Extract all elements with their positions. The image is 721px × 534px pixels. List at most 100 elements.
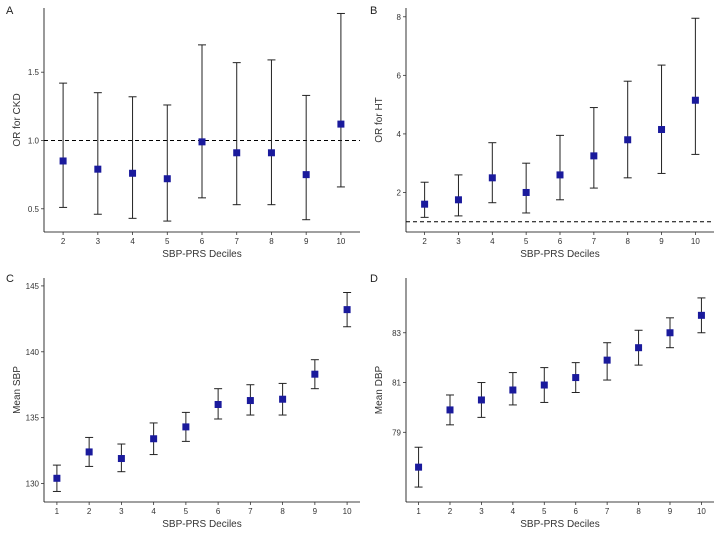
x-tick-label: 9 [304, 237, 309, 246]
data-point [488, 174, 496, 182]
panel-letter: A [6, 5, 14, 17]
data-point [509, 386, 517, 394]
data-point [590, 152, 598, 160]
y-tick-label: 130 [26, 480, 40, 489]
y-tick-label: 83 [392, 329, 401, 338]
x-tick-label: 8 [636, 507, 641, 516]
y-tick-label: 140 [26, 348, 40, 357]
y-tick-label: 0.5 [28, 205, 40, 214]
x-tick-label: 9 [668, 507, 673, 516]
data-point [477, 396, 485, 404]
x-tick-label: 5 [524, 237, 529, 246]
data-point [94, 165, 102, 173]
data-point [182, 423, 190, 431]
panel-c: C 130 135 140 145 1 2 3 4 5 6 7 8 9 10 SBP-PRS Deciles M… [6, 273, 360, 530]
data-point [697, 311, 705, 319]
data-point [635, 344, 643, 352]
x-tick-label: 3 [96, 237, 101, 246]
data-point [279, 395, 287, 403]
y-axis-title: OR for CKD [12, 93, 23, 146]
data-point [415, 463, 423, 471]
x-tick-label: 8 [280, 507, 285, 516]
x-tick-label: 10 [336, 237, 345, 246]
data-point [85, 448, 93, 456]
x-tick-label: 6 [216, 507, 221, 516]
x-tick-label: 7 [605, 507, 610, 516]
x-tick-label: 4 [490, 237, 495, 246]
x-axis-title: SBP-PRS Deciles [520, 519, 599, 530]
data-point [233, 149, 241, 157]
y-axis-title: OR for HT [374, 97, 385, 143]
x-axis-title: SBP-PRS Deciles [162, 249, 241, 260]
data-point [150, 435, 158, 443]
x-tick-label: 5 [184, 507, 189, 516]
data-point [267, 149, 275, 157]
data-point [421, 200, 429, 208]
data-point [540, 381, 548, 389]
data-point [302, 171, 310, 179]
x-tick-label: 10 [343, 507, 352, 516]
x-tick-label: 9 [659, 237, 664, 246]
panel-letter: B [370, 5, 377, 17]
data-point [603, 356, 611, 364]
x-tick-label: 4 [511, 507, 516, 516]
y-tick-label: 1.0 [28, 136, 40, 145]
x-tick-label: 1 [416, 507, 421, 516]
y-tick-label: 79 [392, 428, 401, 437]
y-tick-label: 8 [397, 13, 402, 22]
x-tick-label: 6 [558, 237, 563, 246]
data-point [556, 171, 564, 179]
y-tick-label: 145 [26, 282, 40, 291]
data-point [658, 126, 666, 134]
y-axis-title: Mean DBP [374, 365, 385, 414]
x-tick-label: 5 [542, 507, 547, 516]
data-point [522, 188, 530, 196]
panel-letter: D [370, 273, 378, 285]
data-point [246, 397, 254, 405]
data-point [198, 138, 206, 146]
y-tick-label: 1.5 [28, 68, 40, 77]
x-tick-label: 5 [165, 237, 170, 246]
x-tick-label: 7 [234, 237, 239, 246]
panel-d: D 79 81 83 1 2 3 4 5 6 7 8 9 10 SBP-PRS Deciles Mean DB… [370, 273, 714, 530]
data-point [572, 374, 580, 382]
x-tick-label: 3 [456, 237, 461, 246]
x-tick-label: 2 [448, 507, 453, 516]
x-tick-label: 1 [55, 507, 60, 516]
x-tick-label: 8 [625, 237, 630, 246]
data-point [214, 400, 222, 408]
data-point [337, 120, 345, 128]
panel-a: A 0.5 1.0 1.5 2 3 4 5 6 7 8 9 10 SBP-PRS Deciles OR fo… [6, 5, 360, 260]
data-point [691, 96, 699, 104]
panel-b: B 2 4 6 8 2 3 4 5 6 7 8 9 10 SBP-PRS Deciles OR for HT [370, 5, 714, 260]
data-point [311, 370, 319, 378]
data-point [454, 196, 462, 204]
data-point [446, 406, 454, 414]
x-tick-label: 8 [269, 237, 274, 246]
y-axis-title: Mean SBP [12, 366, 23, 414]
data-point [343, 306, 351, 314]
data-point [59, 157, 67, 165]
x-tick-label: 6 [573, 507, 578, 516]
x-tick-label: 10 [691, 237, 700, 246]
y-tick-label: 6 [397, 71, 402, 80]
x-tick-label: 7 [248, 507, 253, 516]
y-tick-label: 135 [26, 414, 40, 423]
x-tick-label: 2 [422, 237, 427, 246]
x-axis-title: SBP-PRS Deciles [162, 519, 241, 530]
x-tick-label: 2 [87, 507, 92, 516]
x-axis-title: SBP-PRS Deciles [520, 249, 599, 260]
y-tick-label: 4 [397, 130, 402, 139]
x-tick-label: 2 [61, 237, 66, 246]
x-tick-label: 4 [130, 237, 135, 246]
data-point [666, 329, 674, 337]
y-tick-label: 81 [392, 379, 401, 388]
x-tick-label: 3 [479, 507, 484, 516]
data-point [53, 474, 61, 482]
x-tick-label: 7 [592, 237, 597, 246]
panel-letter: C [6, 273, 14, 285]
data-point [117, 455, 125, 463]
y-tick-label: 2 [397, 188, 402, 197]
data-point [129, 169, 137, 177]
